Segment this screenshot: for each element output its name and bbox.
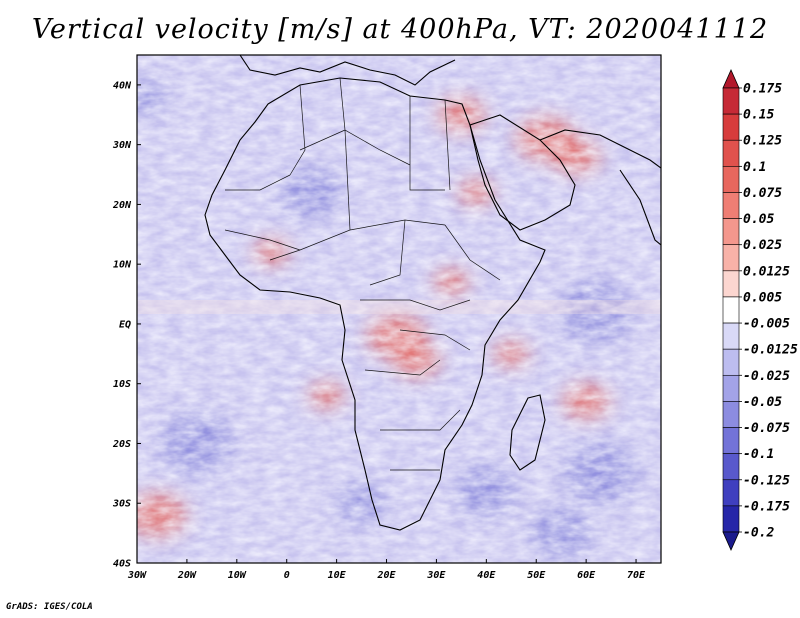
map-plot-area xyxy=(137,55,661,563)
lon-tick-label: 60E xyxy=(577,570,596,581)
colorbar-swatch xyxy=(722,244,740,272)
lat-tick-label: 20N xyxy=(112,200,132,211)
colorbar-swatch xyxy=(722,87,740,115)
coastlines xyxy=(204,55,661,531)
colorbar-max-arrow xyxy=(722,69,740,89)
lat-tick-label: 10N xyxy=(113,260,132,271)
colorbar-level-label: 0.125 xyxy=(743,134,782,149)
map-frame xyxy=(136,54,662,564)
colorbar-level-label: 0.0125 xyxy=(743,264,790,279)
arabia-coastline xyxy=(469,114,576,231)
colorbar-min-arrow xyxy=(722,531,740,551)
colorbar-swatch xyxy=(722,479,740,507)
colorbar-level-label: -0.005 xyxy=(743,317,790,332)
lon-tick-label: 50E xyxy=(527,570,546,581)
colorbar-swatch xyxy=(722,322,740,350)
colorbar-swatch xyxy=(722,270,740,298)
lon-tick-label: 40E xyxy=(477,570,496,581)
longitude-axis: 30W 20W 10W 0 10E 20E 30E 40E 50E 60E 70E xyxy=(127,559,646,581)
lon-tick-label: 10W xyxy=(228,570,247,581)
lon-tick-label: 10E xyxy=(328,570,347,581)
india-coastline xyxy=(619,169,661,246)
lat-tick-label: 20S xyxy=(112,439,131,450)
colorbar-swatch xyxy=(722,401,740,428)
lon-tick-label: 70E xyxy=(627,570,646,581)
lat-tick-label: EQ xyxy=(119,319,131,330)
map-title: Vertical velocity [m/s] at 400hPa, VT: 2… xyxy=(31,14,769,45)
colorbar-level-label: -0.2 xyxy=(743,526,774,541)
colorbar-level-label: -0.125 xyxy=(743,473,790,488)
colorbar-swatch xyxy=(722,113,740,141)
colorbar-level-label: -0.1 xyxy=(743,447,774,462)
europe-coastline xyxy=(239,55,456,86)
lon-tick-label: 0 xyxy=(284,570,290,581)
colorbar-level-label: 0.175 xyxy=(743,82,782,97)
lat-tick-label: 40N xyxy=(113,80,132,91)
colorbar-level-label: 0.075 xyxy=(743,186,782,201)
asia-coastline xyxy=(539,129,661,169)
colorbar-swatch xyxy=(722,374,740,402)
colorbar-legend: 0.175 0.15 0.125 0.1 0.075 0.05 0.025 0.0125 0.0… xyxy=(722,69,798,551)
colorbar-swatch xyxy=(722,296,740,324)
latitude-axis: 40N 30N 20N 10N EQ 10S 20S 30S 40S xyxy=(112,80,141,570)
colorbar-level-label: 0.005 xyxy=(743,290,782,305)
colorbar-level-label: 0.05 xyxy=(743,212,774,227)
colorbar-level-label: 0.15 xyxy=(743,108,774,123)
colorbar-swatch xyxy=(722,505,740,533)
colorbar-swatch xyxy=(722,139,740,167)
country-borders xyxy=(224,77,501,471)
field-texture xyxy=(137,55,661,563)
colorbar-level-label: -0.175 xyxy=(743,499,790,514)
colorbar-swatch xyxy=(722,427,740,454)
colorbar-swatch xyxy=(722,192,740,219)
colorbar-level-label: 0.1 xyxy=(743,160,766,175)
lon-tick-label: 20E xyxy=(376,570,396,581)
colorbar-swatch xyxy=(722,218,740,246)
lat-tick-label: 10S xyxy=(113,379,131,390)
colorbar-level-label: 0.025 xyxy=(743,238,782,253)
colorbar-swatch xyxy=(722,166,740,193)
lat-tick-label: 30S xyxy=(112,499,131,510)
colorbar-level-label: -0.0125 xyxy=(743,343,798,358)
colorbar-swatch xyxy=(722,348,740,376)
madagascar-coastline xyxy=(509,394,546,471)
software-credit: GrADS: IGES/COLA xyxy=(6,602,93,612)
lat-tick-label: 40S xyxy=(113,559,131,570)
lon-tick-label: 30E xyxy=(426,570,446,581)
colorbar-swatch xyxy=(722,453,740,481)
colorbar-level-label: -0.025 xyxy=(743,369,790,384)
colorbar-level-label: -0.075 xyxy=(743,421,790,436)
lat-tick-label: 30N xyxy=(112,140,132,151)
colorbar-level-label: -0.05 xyxy=(743,395,782,410)
itcz-band xyxy=(137,300,661,314)
lon-tick-label: 30W xyxy=(127,570,147,581)
lon-tick-label: 20W xyxy=(177,570,197,581)
